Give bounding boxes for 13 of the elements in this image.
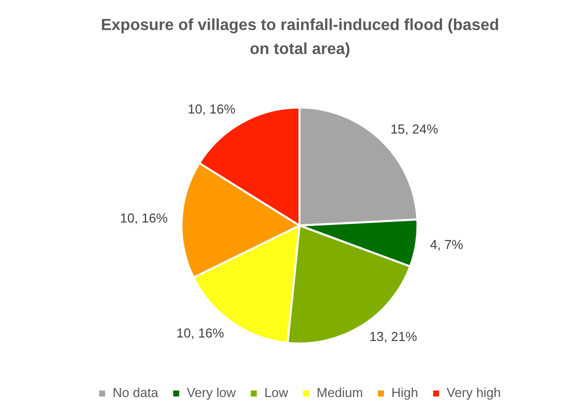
data-label: 10, 16% bbox=[120, 210, 168, 226]
data-label: 10, 16% bbox=[188, 102, 236, 117]
data-label: 10, 16% bbox=[176, 325, 225, 340]
data-label: 15, 24% bbox=[390, 121, 439, 136]
legend-label: Low bbox=[264, 385, 289, 400]
legend-label: Very low bbox=[186, 385, 236, 400]
legend-label: Medium bbox=[316, 385, 363, 400]
data-label: 13, 21% bbox=[369, 329, 418, 344]
legend-label: No data bbox=[112, 385, 159, 400]
data-label: 4, 7% bbox=[430, 237, 464, 252]
legend-label: High bbox=[391, 385, 418, 400]
chart-title: Exposure of villages to rainfall-induced flood (based on total area) bbox=[100, 16, 500, 60]
legend-label: Very high bbox=[446, 385, 501, 400]
